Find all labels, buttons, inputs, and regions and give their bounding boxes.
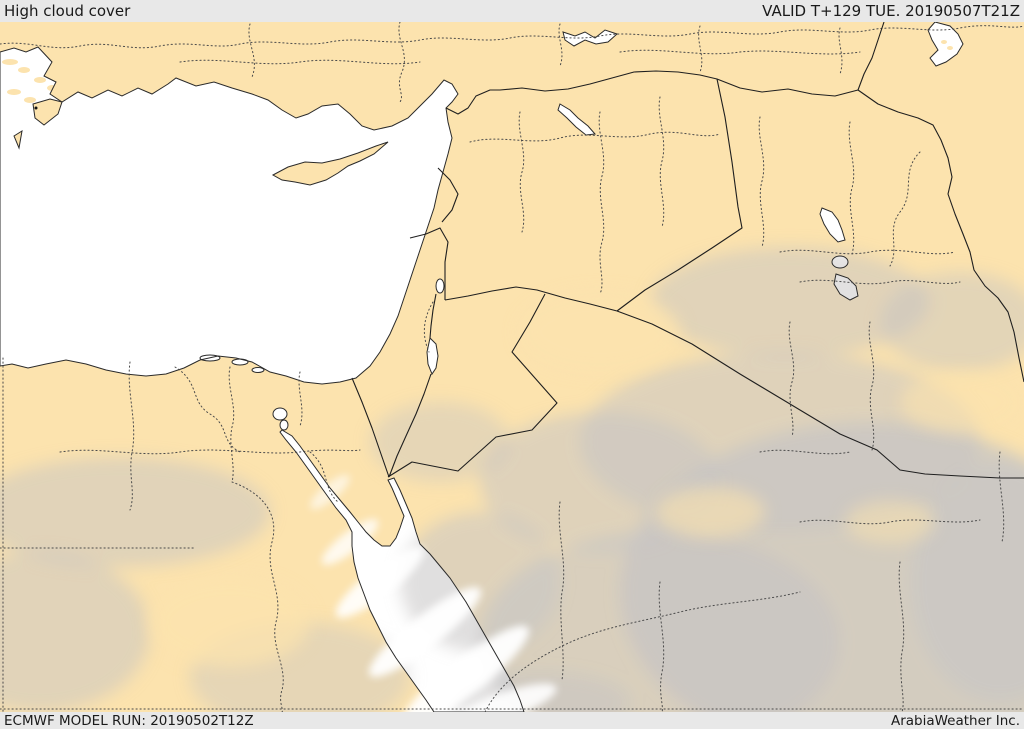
- cloud-cover-white: [310, 474, 557, 712]
- sea-of-galilee: [436, 279, 444, 293]
- header-bar: High cloud cover VALID T+129 TUE. 201905…: [0, 0, 1024, 22]
- border-lebanon-syria: [437, 167, 459, 223]
- map-title: High cloud cover: [4, 2, 131, 20]
- bitter-lake-small: [280, 420, 288, 430]
- border-jordan-saudi: [387, 293, 558, 478]
- cloud-gaps: [150, 292, 1020, 667]
- border-iran-iraq: [857, 89, 1024, 383]
- footer-bar: ECMWF MODEL RUN: 20190502T12Z ArabiaWeat…: [0, 712, 1024, 729]
- admin-borders: [0, 22, 1024, 712]
- border-turkey-south: [445, 70, 859, 115]
- islands: [2, 40, 953, 185]
- weather-map: [0, 22, 1024, 712]
- border-syria-iraq: [616, 78, 743, 312]
- border-iraq-saudi: [616, 310, 1024, 479]
- border-turkey-iran: [857, 22, 885, 91]
- border-jordan-israel: [388, 293, 437, 478]
- brand-label: ArabiaWeather Inc.: [890, 712, 1020, 729]
- border-israel-egypt: [351, 377, 390, 478]
- forecast-map-canvas: [0, 22, 1024, 712]
- border-syria-jordan: [444, 286, 618, 312]
- valid-time-label: VALID T+129 TUE. 20190507T21Z: [762, 2, 1020, 20]
- coastlines: [0, 22, 964, 712]
- cloud-cover-gray: [0, 247, 1024, 712]
- border-lebanon-israel: [409, 227, 449, 300]
- bitter-lake: [273, 408, 287, 420]
- city-dot: [34, 106, 38, 110]
- country-borders: [351, 22, 1024, 479]
- model-run-label: ECMWF MODEL RUN: 20190502T12Z: [4, 712, 254, 729]
- delta-lagoon: [252, 367, 264, 373]
